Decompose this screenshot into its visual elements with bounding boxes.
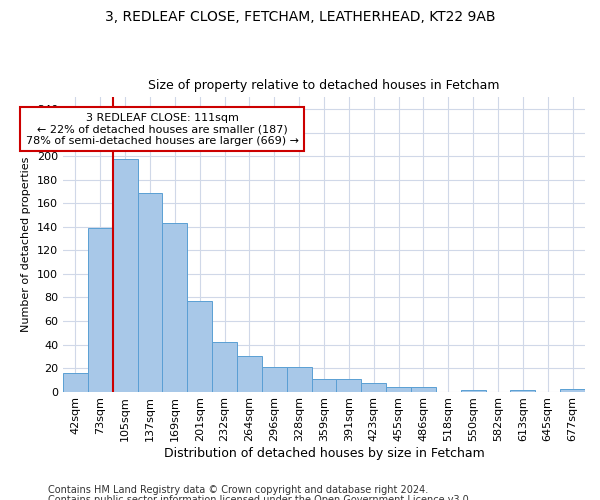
Bar (163, 224, 187, 392)
Title: Size of property relative to detached houses in Fetcham: Size of property relative to detached ho… (148, 79, 500, 92)
Text: 3, REDLEAF CLOSE, FETCHAM, LEATHERHEAD, KT22 9AB: 3, REDLEAF CLOSE, FETCHAM, LEATHERHEAD, … (105, 10, 495, 24)
Bar (287, 367, 311, 392)
Bar (237, 356, 262, 392)
Bar (137, 192, 163, 392)
Bar (88, 228, 113, 392)
Text: Contains public sector information licensed under the Open Government Licence v3: Contains public sector information licen… (48, 495, 472, 500)
Bar (560, 389, 585, 392)
Bar (511, 390, 535, 392)
Bar (386, 387, 411, 392)
Bar (63, 373, 88, 392)
Bar (311, 378, 337, 392)
X-axis label: Distribution of detached houses by size in Fetcham: Distribution of detached houses by size … (164, 447, 484, 460)
Y-axis label: Number of detached properties: Number of detached properties (21, 157, 31, 332)
Bar (262, 367, 287, 392)
Bar (411, 387, 436, 392)
Bar (187, 301, 212, 392)
Bar (113, 158, 137, 392)
Text: Contains HM Land Registry data © Crown copyright and database right 2024.: Contains HM Land Registry data © Crown c… (48, 485, 428, 495)
Bar (461, 390, 485, 392)
Bar (337, 378, 361, 392)
Bar (361, 384, 386, 392)
Text: 3 REDLEAF CLOSE: 111sqm
← 22% of detached houses are smaller (187)
78% of semi-d: 3 REDLEAF CLOSE: 111sqm ← 22% of detache… (26, 112, 299, 146)
Bar (212, 342, 237, 392)
